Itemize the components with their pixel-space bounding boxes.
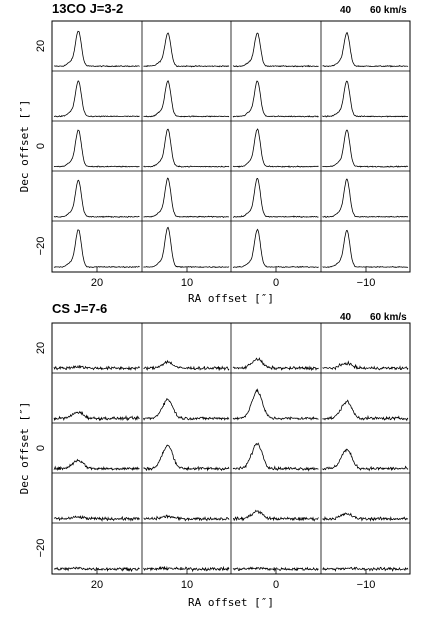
spectrum-line [232,228,319,268]
y-axis-label: Dec offset [″] [18,402,31,495]
spectrum-line [232,442,319,472]
spectrum-line [143,80,230,118]
x-tick-marks [96,569,367,574]
spectra-group [53,30,409,269]
spectrum-line [322,129,409,168]
spectrum-line [143,565,230,573]
spectrum-line [143,128,230,168]
spectrum-line [143,359,230,371]
spectrum-line [322,566,409,572]
spectrum-line [322,178,409,218]
spectrum-line [53,80,140,118]
x-tick-label: −10 [357,277,376,289]
spectrum-line [322,399,409,422]
panel-title: 13CO J=3-2 [52,1,123,16]
grid-lines [52,323,410,574]
y-tick-label: −20 [35,237,47,256]
spectrum-line [53,515,140,522]
x-tick-label: 0 [273,277,279,289]
spectrum-line [53,30,140,68]
panel-cs: CS J=7-6 40 60 km/s 20 10 0 −10 RA offse… [18,301,411,609]
panel-title: CS J=7-6 [52,301,107,316]
y-tick-label: 20 [35,342,47,354]
x-axis-label: RA offset [″] [188,596,274,609]
spectrum-line [143,398,230,421]
spectrum-line [322,448,409,472]
spectrum-line [233,509,319,522]
spectrum-line [232,80,319,118]
x-tick-marks [96,267,367,272]
spectrum-line [322,512,409,522]
spectrum-line [53,229,140,269]
y-tick-label: −20 [35,539,47,558]
y-tick-label: 0 [35,143,47,149]
y-axis-label: Dec offset [″] [18,100,31,193]
velocity-label-60: 60 km/s [370,312,407,323]
y-tick-labels: 20 0 −20 [35,342,47,557]
x-tick-label: 10 [181,277,193,289]
spectrum-line [53,129,140,168]
x-axis-label: RA offset [″] [188,292,274,305]
velocity-label-60: 60 km/s [370,5,407,16]
x-tick-label: 0 [273,579,279,591]
spectrum-line [53,364,140,371]
grid-lines [52,21,410,272]
spectrum-line [322,80,409,118]
spectrum-line [232,128,319,168]
spectrum-line [143,32,230,68]
x-tick-label: 10 [181,579,193,591]
spectrum-line [232,32,319,68]
spectrum-line [143,514,230,522]
spectrum-line [322,31,409,68]
x-tick-label: 20 [91,579,103,591]
spectrum-line [53,458,140,472]
spectrum-line [233,177,319,219]
spectrum-line [232,566,319,573]
spectrum-line [322,229,409,268]
spectra-group [53,357,409,573]
spectrum-line [232,357,319,372]
x-tick-label: 20 [91,277,103,289]
spectrum-line [53,566,140,573]
y-tick-label: 20 [35,40,47,52]
x-tick-labels: 20 10 0 −10 [91,579,375,591]
spectrum-line [322,360,409,371]
spectrum-line [232,388,319,421]
spectrum-line [53,179,140,218]
spectrum-line [143,226,230,268]
y-tick-label: 0 [35,445,47,451]
spectrum-line [143,444,230,472]
spectrum-line [53,410,140,422]
x-tick-label: −10 [357,579,376,591]
velocity-label-40: 40 [340,312,352,323]
panel-13co: 13CO J=3-2 40 60 km/s 20 10 0 −10 RA off… [18,1,411,305]
spectrum-line [143,177,229,218]
x-tick-labels: 20 10 0 −10 [91,277,375,289]
y-tick-labels: 20 0 −20 [35,40,47,255]
velocity-label-40: 40 [340,5,352,16]
